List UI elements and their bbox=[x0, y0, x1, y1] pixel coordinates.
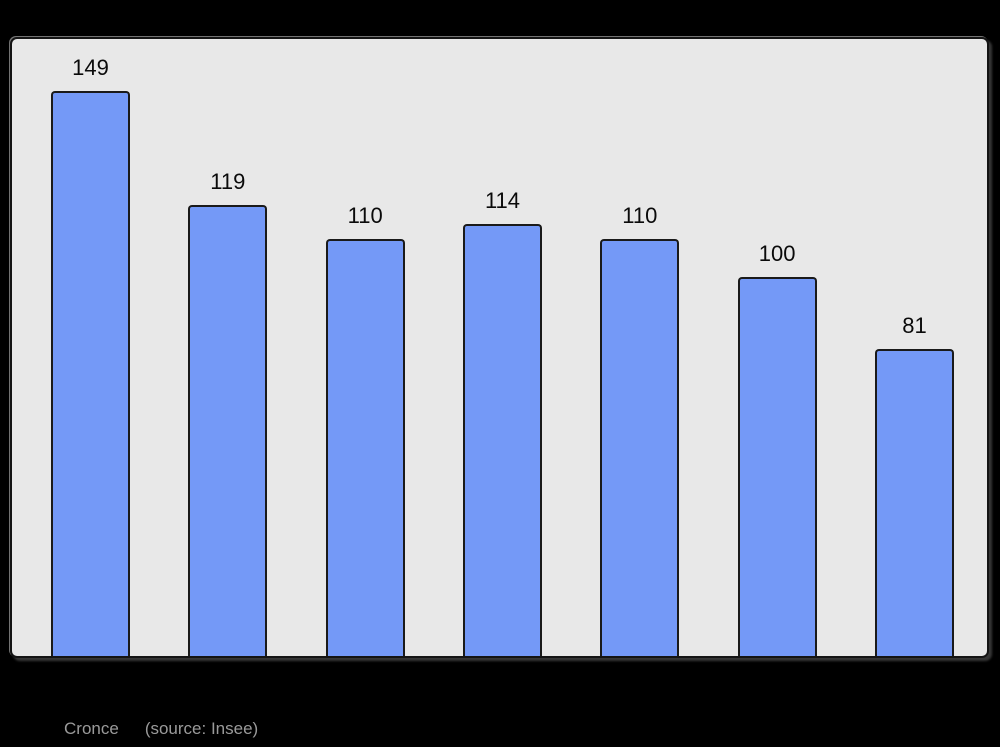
bar-value-label: 114 bbox=[484, 188, 521, 213]
bar bbox=[325, 239, 405, 656]
bar-column: 149 bbox=[51, 55, 130, 656]
caption-source: (source: Insee) bbox=[144, 719, 259, 738]
bar-value-label: 149 bbox=[72, 55, 109, 80]
bar-column: 119 bbox=[188, 169, 268, 656]
bar bbox=[874, 349, 954, 656]
bar bbox=[188, 205, 268, 656]
caption-commune-name: Cronce bbox=[64, 719, 119, 738]
bar-column: 81 bbox=[874, 313, 954, 656]
bar-column: 114 bbox=[462, 188, 542, 656]
bar-value-label: 119 bbox=[210, 169, 246, 194]
bar-value-label: 81 bbox=[902, 313, 927, 338]
bar bbox=[462, 224, 542, 656]
bar-value-label: 100 bbox=[758, 241, 796, 266]
bar-column: 100 bbox=[737, 241, 817, 656]
bar-column: 110 bbox=[600, 203, 680, 656]
population-bar-chart: 149 119 110 114 110 100 81 bbox=[10, 37, 989, 658]
bar-value-label: 110 bbox=[347, 203, 383, 228]
bar bbox=[737, 277, 817, 656]
bar bbox=[600, 239, 680, 656]
bar bbox=[51, 91, 130, 656]
chart-caption: Cronce (source: Insee) bbox=[64, 719, 258, 739]
bar-column: 110 bbox=[325, 203, 405, 656]
bars-container: 149 119 110 114 110 100 81 bbox=[51, 39, 954, 656]
bar-value-label: 110 bbox=[622, 203, 658, 228]
